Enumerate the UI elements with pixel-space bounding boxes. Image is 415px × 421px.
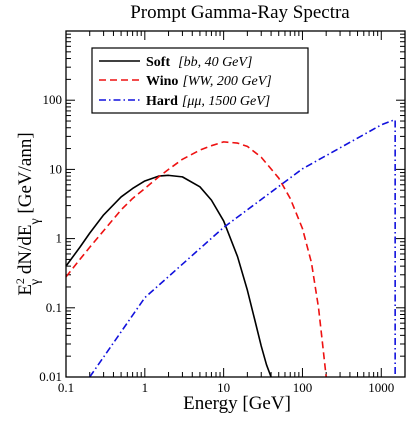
legend-item-soft: Soft [bb, 40 GeV] [99,55,252,70]
legend-detail-soft: [bb, 40 GeV] [178,55,252,70]
series-line-soft [65,174,272,378]
legend-detail-wino: [WW, 200 GeV] [182,74,271,89]
legend-label-hard: Hard [μμ, 1500 GeV] [146,94,270,109]
y-tick-label: 10 [49,161,62,176]
legend-name-soft: Soft [146,55,170,70]
y-axis-title-e: E [15,284,36,296]
legend-item-hard: Hard [μμ, 1500 GeV] [99,94,270,109]
legend-detail-hard: [μμ, 1500 GeV] [182,94,270,109]
y-axis-title-sup: 2 [13,278,27,284]
plot-frame [65,30,406,378]
legend: Soft [bb, 40 GeV] Wino [WW, 200 GeV] Hard [… [91,47,309,114]
y-tick-label: 1 [56,231,63,246]
y-axis-title-mid: dN/dE [15,225,36,279]
y-tick-label: 100 [43,92,63,107]
series-line-hard [89,119,396,378]
legend-item-wino: Wino [WW, 200 GeV] [99,74,272,89]
y-axis-title-sub: γ [28,279,43,286]
chart-title: Prompt Gamma-Ray Spectra [130,2,350,23]
series-line-wino [65,141,327,378]
x-tick-label: 1 [142,380,149,395]
x-axis-title: Energy [GeV] [183,393,291,414]
legend-label-wino: Wino [WW, 200 GeV] [146,74,272,89]
x-tick-label: 1000 [368,380,394,395]
legend-name-wino: Wino [146,74,178,89]
series-layer [65,119,396,378]
legend-name-hard: Hard [146,94,178,109]
y-axis-title-unit: [GeV/ann] [15,132,36,218]
y-tick-label: 0.01 [39,369,62,384]
y-tick-label: 0.1 [46,300,62,315]
y-axis-title-sub2: γ [28,218,43,225]
x-tick-label: 10 [217,380,230,395]
y-axis-title: E2γ dN/dEγ [GeV/ann] [13,132,43,295]
x-tick-label: 0.1 [58,380,74,395]
x-tick-label: 100 [293,380,313,395]
legend-label-soft: Soft [bb, 40 GeV] [146,55,252,70]
